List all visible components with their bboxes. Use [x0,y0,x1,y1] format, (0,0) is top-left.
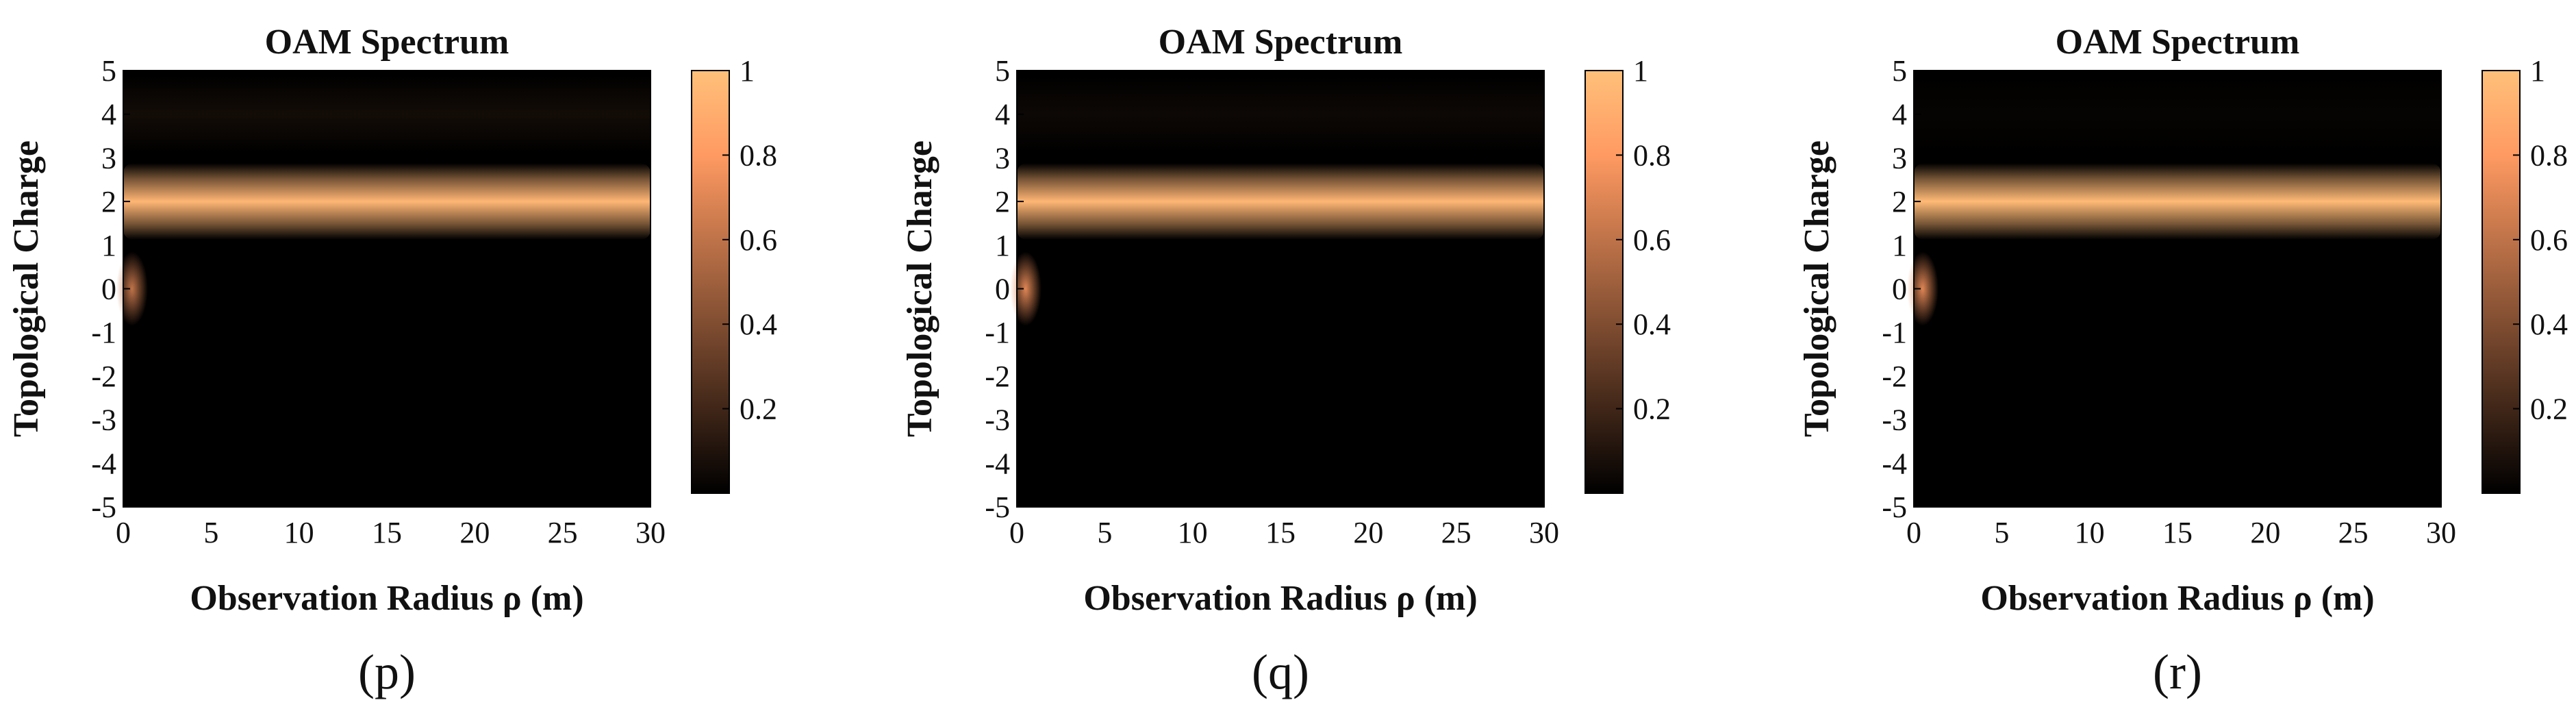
x-tick-label: 5 [203,516,218,549]
x-tick-label: 5 [1097,516,1112,549]
chart-title: OAM Spectrum [2056,23,2300,62]
y-tick-label: 4 [1892,98,1907,132]
x-tick-label: 20 [2250,516,2280,549]
panel-label: (q) [1252,645,1309,699]
y-tick-label: 5 [995,54,1010,88]
mode-band-charge-4 [123,75,651,153]
y-tick-label: 0 [995,273,1010,306]
y-tick-label: -2 [91,360,116,393]
y-tick-label: -4 [91,447,116,480]
chart-panel-1: 0 5 10 15 20 25 30 -5 -4 -3 -2 -1 0 1 2 3 4 5 OAM Spectrum… [7,23,777,699]
colorbar-tick-label: 0.6 [1633,223,1671,257]
x-tick-label: 30 [1529,516,1559,549]
y-tick-label: 3 [995,141,1010,175]
x-axis-label: Observation Radius ρ (m) [190,579,583,618]
y-tick-label: 2 [101,185,116,219]
x-tick-label: 10 [2075,516,2105,549]
y-axis-label: Topological Charge [7,140,46,437]
colorbar-tick-label: 0.8 [1633,138,1671,172]
x-tick-label: 0 [1009,516,1024,549]
colorbar-tick-label: 0.2 [740,393,777,426]
y-tick-label: -1 [985,316,1010,349]
y-tick-label: -2 [985,360,1010,393]
y-tick-label: -4 [1882,447,1907,480]
y-tick-label: -1 [91,316,116,349]
x-tick-label: 25 [2338,516,2369,549]
colorbar-tick-label: 0.2 [2530,393,2568,426]
chart-title: OAM Spectrum [265,23,509,62]
x-tick-label: 10 [284,516,314,549]
colorbar-tick-label: 0.2 [1633,393,1671,426]
colorbar [1584,70,1624,494]
chart-title: OAM Spectrum [1159,23,1403,62]
y-tick-label: 0 [1892,273,1907,306]
y-tick-label: 5 [1892,54,1907,88]
colorbar-tick-label: 1 [2530,54,2545,88]
y-tick-label: 3 [101,141,116,175]
x-tick-label: 15 [372,516,402,549]
colorbar-tick-label: 0.6 [2530,223,2568,257]
x-tick-label: 15 [1265,516,1296,549]
mode-spot-charge-0 [1009,251,1041,326]
colorbar-tick-label: 0.4 [740,308,777,341]
colorbar-tick-label: 0.8 [740,138,777,172]
panel-label: (p) [358,645,416,699]
y-tick-label: 5 [101,54,116,88]
y-tick-label: 3 [1892,141,1907,175]
y-tick-label: 2 [995,185,1010,219]
colorbar [2482,70,2521,494]
x-tick-label: 20 [459,516,490,549]
colorbar-tick-label: 1 [740,54,755,88]
mode-band-charge-2 [123,163,651,240]
y-tick-label: 4 [995,98,1010,132]
x-tick-label: 30 [635,516,666,549]
colorbar-tick-label: 0.4 [1633,308,1671,341]
x-axis-label: Observation Radius ρ (m) [1980,579,2374,618]
mode-band-charge-2 [1914,163,2441,240]
y-tick-label: 4 [101,98,116,132]
y-tick-label: -5 [91,490,116,524]
mode-spot-charge-0 [116,251,148,326]
y-axis-label: Topological Charge [1797,140,1836,437]
y-tick-label: -3 [1882,403,1907,437]
chart-panel-2: 0 5 10 15 20 25 30 -5 -4 -3 -2 -1 0 1 2 3 4 5 OAM Spectrum… [900,23,1671,699]
y-tick-label: -2 [1882,360,1907,393]
y-tick-label: 1 [995,229,1010,262]
y-tick-label: -3 [985,403,1010,437]
y-tick-label: 0 [101,273,116,306]
panel-label: (r) [2153,645,2202,699]
x-tick-label: 5 [1994,516,2009,549]
colorbar-tick-label: 0.8 [2530,138,2568,172]
y-tick-label: -3 [91,403,116,437]
mode-band-charge-4 [1017,75,1544,153]
y-tick-label: 2 [1892,185,1907,219]
x-tick-label: 0 [1906,516,1921,549]
y-tick-label: 1 [101,229,116,262]
x-tick-label: 20 [1353,516,1383,549]
x-tick-label: 0 [116,516,131,549]
colorbar [691,70,730,494]
y-tick-label: 1 [1892,229,1907,262]
x-axis-label: Observation Radius ρ (m) [1083,579,1477,618]
y-tick-label: -5 [985,490,1010,524]
colorbar-tick-label: 0.4 [2530,308,2568,341]
colorbar-tick-label: 1 [1633,54,1648,88]
y-tick-label: -5 [1882,490,1907,524]
x-tick-label: 30 [2426,516,2456,549]
y-axis-label: Topological Charge [900,140,939,437]
x-tick-label: 15 [2162,516,2193,549]
x-tick-label: 25 [1441,516,1472,549]
x-tick-label: 25 [548,516,578,549]
x-tick-label: 10 [1178,516,1208,549]
mode-band-charge-4 [1914,75,2441,153]
y-tick-label: -1 [1882,316,1907,349]
chart-panel-3: 0 5 10 15 20 25 30 -5 -4 -3 -2 -1 0 1 2 3 4 5 OAM Spectrum… [1797,23,2568,699]
y-tick-label: -4 [985,447,1010,480]
mode-spot-charge-0 [1906,251,1939,326]
colorbar-tick-label: 0.6 [740,223,777,257]
mode-band-charge-2 [1017,163,1544,240]
